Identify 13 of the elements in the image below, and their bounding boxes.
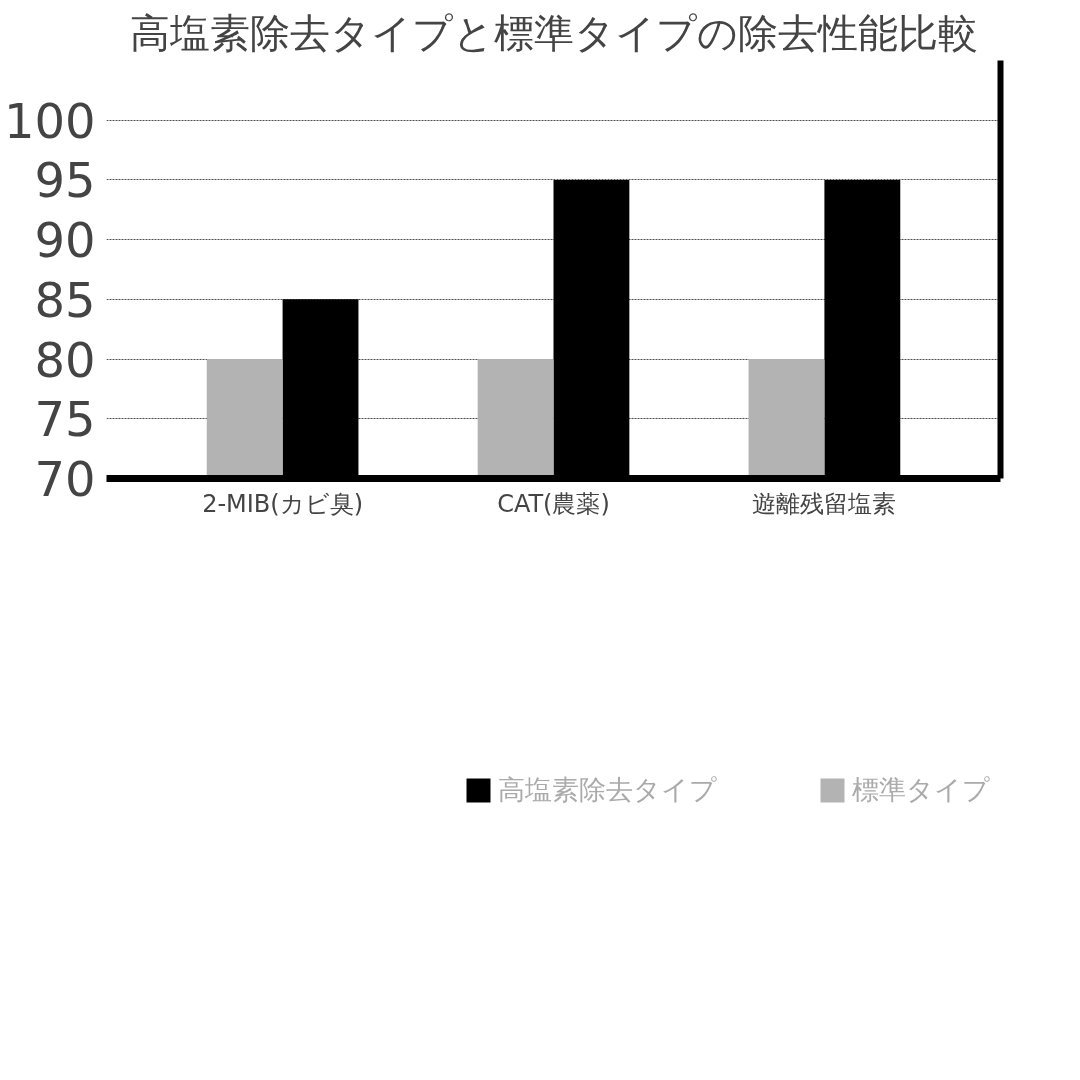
y-tick-label: 80 — [34, 331, 96, 388]
chart-title: 高塩素除去タイプと標準タイプの除去性能比較 — [129, 9, 978, 56]
x-tick-label: CAT(農薬) — [497, 489, 610, 518]
y-tick-label: 70 — [34, 451, 96, 507]
y-tick-label: 90 — [34, 212, 96, 269]
y-tick-label: 95 — [34, 152, 96, 209]
legend-label: 標準タイプ — [852, 773, 990, 807]
legend-label: 高塩素除去タイプ — [498, 773, 717, 807]
y-tick-label: 75 — [34, 391, 96, 448]
x-tick-label: 2-MIB(カビ臭) — [202, 489, 364, 518]
x-tick-label: 遊離残留塩素 — [752, 489, 897, 518]
y-tick-label: 100 — [3, 92, 96, 149]
y-tick-label: 85 — [34, 271, 96, 328]
